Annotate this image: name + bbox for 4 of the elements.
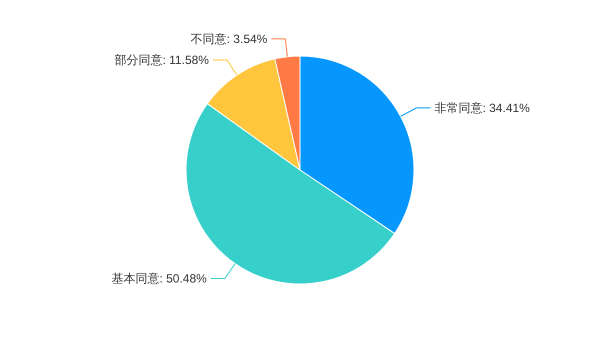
slice-label: 非常同意: 34.41% [434,100,530,115]
slice-label: 基本同意: 50.48% [111,272,208,286]
slice-label: 不同意: 3.54% [190,32,268,46]
slice-label: 部分同意: 11.58% [114,53,210,68]
